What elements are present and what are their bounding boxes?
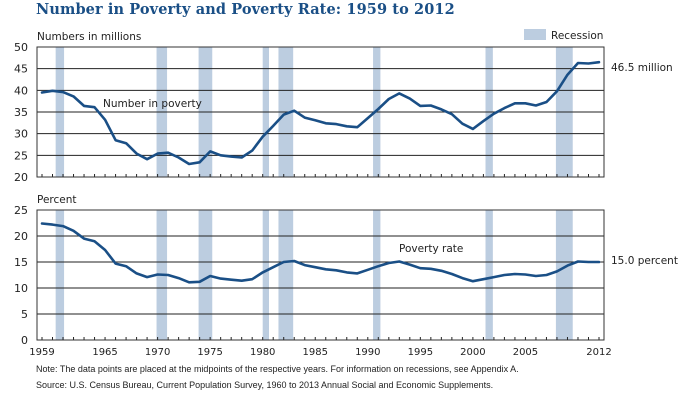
x-tick-label: 2000 (460, 347, 485, 358)
chart-title: Number in Poverty and Poverty Rate: 1959… (36, 1, 455, 18)
recession-band (262, 210, 270, 340)
x-tick-label: 1995 (408, 347, 433, 358)
x-tick-label: 1959 (29, 347, 54, 358)
y-tick-label: 30 (14, 128, 28, 141)
y-tick-label: 0 (21, 334, 28, 347)
plot-frame (36, 46, 605, 178)
series-label-number-in-poverty: Number in poverty (103, 98, 202, 110)
x-tick-label: 2012 (586, 347, 611, 358)
x-tick-label: 1980 (250, 347, 275, 358)
recession-band (55, 210, 65, 340)
legend-recession-swatch (524, 29, 546, 40)
legend-recession-label: Recession (551, 30, 603, 42)
y-tick-label: 25 (14, 204, 28, 217)
note-text: Note: The data points are placed at the … (36, 364, 519, 374)
x-tick-label: 2005 (513, 347, 538, 358)
recession-bands (55, 210, 573, 340)
y-tick-label: 40 (14, 84, 28, 97)
y-tick-labels: 0 5 10 15 20 25 (14, 204, 28, 347)
ylabel-percent: Percent (37, 194, 77, 206)
y-tick-labels: 20 25 30 35 40 45 50 (14, 41, 28, 184)
source-text: Source: U.S. Census Bureau, Current Popu… (36, 380, 494, 390)
y-tick-label: 50 (14, 41, 28, 54)
recession-band (278, 210, 294, 340)
y-tick-label: 35 (14, 106, 28, 119)
series-label-poverty-rate: Poverty rate (399, 243, 463, 255)
recession-band (198, 210, 213, 340)
gridlines (37, 68, 604, 156)
y-tick-label: 5 (21, 308, 28, 321)
ylabel-number: Numbers in millions (37, 31, 141, 43)
recession-band (555, 210, 573, 340)
x-tick-label: 1975 (197, 347, 222, 358)
y-tick-label: 15 (14, 256, 28, 269)
plot-frame (36, 209, 605, 341)
series-line-number-in-poverty (40, 60, 601, 166)
x-tick-label: 1985 (303, 347, 328, 358)
end-label-number: 46.5 million (611, 62, 673, 74)
end-label-percent: 15.0 percent (611, 255, 678, 267)
y-tick-label: 25 (14, 149, 28, 162)
series-line-poverty-rate (40, 222, 601, 284)
x-tick-label: 1990 (355, 347, 380, 358)
x-tick-label: 1970 (145, 347, 170, 358)
recession-band (485, 210, 493, 340)
panel-number-in-poverty: Numbers in millions 20 25 30 35 40 45 50 Numbe… (14, 31, 673, 184)
x-tick-label: 1965 (92, 347, 117, 358)
y-tick-label: 45 (14, 63, 28, 76)
y-tick-label: 20 (14, 230, 28, 243)
y-tick-label: 10 (14, 282, 28, 295)
x-tick-labels: 1959 1965 1970 1975 1980 1985 1990 1995 2000 2005… (29, 347, 611, 358)
recession-band (373, 210, 381, 340)
y-tick-label: 20 (14, 171, 28, 184)
gridlines (37, 235, 604, 315)
